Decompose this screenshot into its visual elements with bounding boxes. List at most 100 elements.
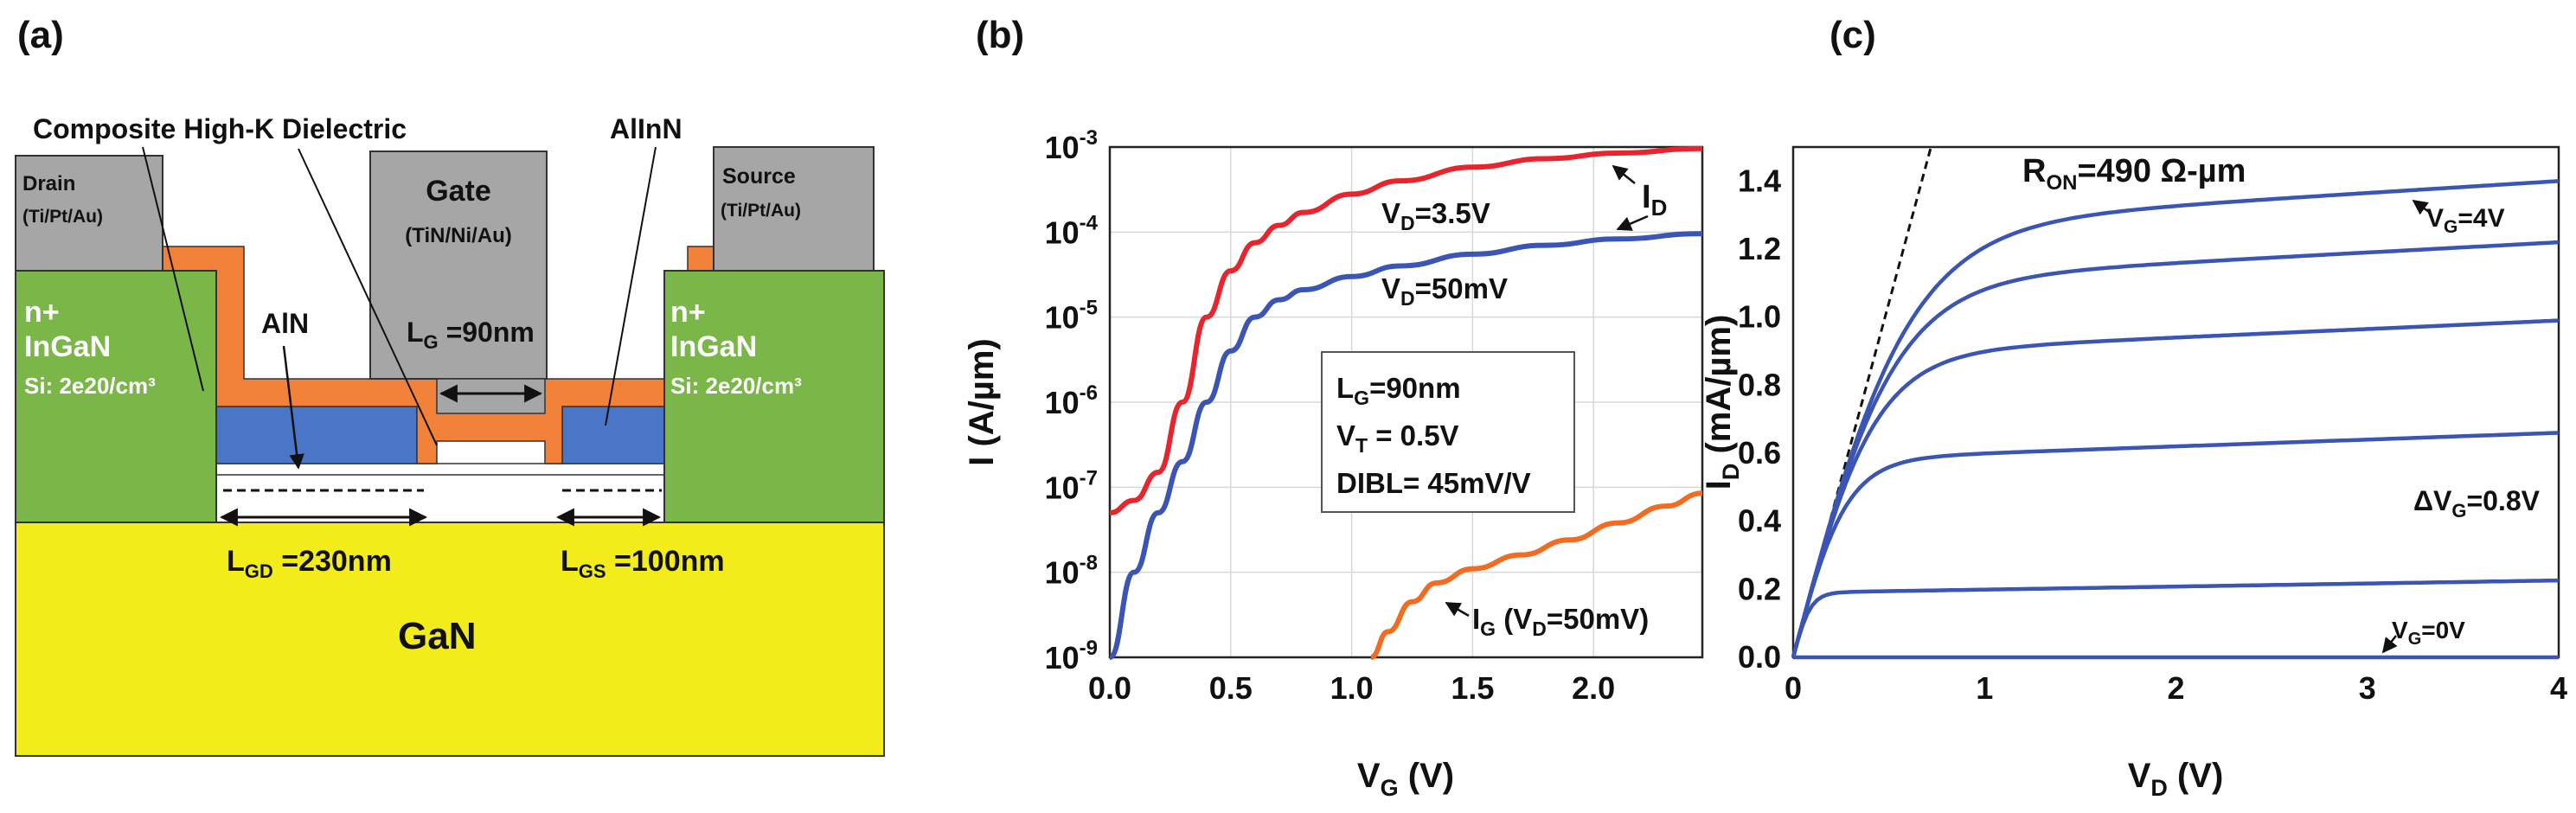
c-series-line-5 — [1791, 179, 2560, 658]
panel-b-label: (b) — [976, 14, 1024, 56]
panel-a-device-cross-section: (a) Composite High-K Dielectric AlInN Dr… — [15, 14, 885, 757]
alinn-label: AlInN — [610, 113, 682, 144]
gan-label: GaN — [398, 615, 476, 657]
c-y-tick-label: 1.0 — [1738, 299, 1781, 335]
b-series-line-1 — [1108, 231, 1703, 660]
c-ron-line-group — [1791, 146, 1932, 658]
b-y-tick-label: 10-9 — [1045, 637, 1098, 675]
gan-substrate — [15, 522, 885, 757]
b-y-axis-title: I (A/µm) — [963, 338, 1001, 465]
dielectric-pointer-1 — [142, 146, 204, 392]
b-y-tick-label: 10-8 — [1045, 552, 1098, 591]
b-box-vt: VT = 0.5V — [1336, 419, 1459, 457]
b-vd-low-label: VD=50mV — [1381, 272, 1508, 310]
c-x-tick-label: 2 — [2167, 670, 2184, 706]
drain-label: Drain — [22, 172, 75, 195]
c-x-tick-label: 3 — [2359, 670, 2376, 706]
b-y-tick-label: 10-7 — [1045, 466, 1098, 505]
c-y-tick-label: 0.8 — [1738, 367, 1781, 402]
left-doping-label: Si: 2e20/cm³ — [24, 373, 156, 399]
b-x-tick-label: 1.5 — [1451, 670, 1494, 706]
composite-dielectric-label: Composite High-K Dielectric — [33, 113, 407, 144]
b-x-ticks: 0.0 0.5 1.0 1.5 2.0 — [1088, 670, 1615, 706]
b-vd-high-label: VD=3.5V — [1381, 197, 1490, 234]
lgd-label: LGD =230nm — [227, 545, 392, 582]
c-x-axis-title: VD (V) — [2128, 757, 2224, 801]
b-y-tick-label: 10-6 — [1045, 381, 1098, 420]
source-label: Source — [722, 164, 796, 189]
b-series-line-0 — [1109, 145, 1703, 515]
alinn-pointer — [605, 146, 657, 426]
right-nplus-label: n+ — [670, 296, 706, 329]
lg-label: LG =90nm — [407, 317, 535, 353]
b-x-tick-label: 0.5 — [1209, 670, 1253, 706]
panel-a-label: (a) — [17, 14, 64, 56]
panel-c-output-chart: (c) 0.0 0.2 0.4 0.6 0.8 1.0 1.2 1.4 0 1 2 3 4 ID (m… — [1700, 14, 2567, 801]
gate-foot — [436, 378, 546, 414]
c-ron-line — [1791, 146, 1932, 658]
c-series-line-4 — [1791, 240, 2560, 658]
c-y-axis-title: ID (mA/µm) — [1700, 315, 1744, 490]
lgs-label: LGS =100nm — [561, 545, 725, 582]
b-y-tick-label: 10-4 — [1045, 211, 1099, 250]
b-box-lg: LG=90nm — [1336, 372, 1461, 409]
drain-metal-label: (Ti/Pt/Au) — [22, 207, 103, 227]
c-vg-top-label: VG=4V — [2426, 204, 2505, 237]
aln-layer — [215, 463, 667, 476]
source-metal-label: (Ti/Pt/Au) — [721, 201, 801, 221]
aln-label: AlN — [261, 308, 309, 339]
aln-pointer — [282, 345, 304, 470]
b-y-ticks: 10-9 10-8 10-7 10-6 10-5 10-4 10-3 — [1045, 126, 1099, 675]
c-x-tick-label: 4 — [2550, 670, 2567, 706]
panel-c-label: (c) — [1829, 14, 1876, 56]
gate-label: Gate — [426, 175, 491, 208]
c-ron-label: RON=490 Ω-µm — [2022, 153, 2246, 195]
c-y-ticks: 0.0 0.2 0.4 0.6 0.8 1.0 1.2 1.4 — [1738, 163, 1781, 675]
c-y-tick-label: 1.2 — [1738, 231, 1781, 266]
c-vg-top-pointer — [2412, 199, 2430, 215]
c-dvg-label: ΔVG=0.8V — [2413, 485, 2541, 522]
c-y-tick-label: 0.2 — [1738, 571, 1781, 606]
b-box-dibl: DIBL= 45mV/V — [1336, 467, 1531, 499]
ingan-right — [663, 270, 885, 523]
b-id-pointer-red — [1612, 164, 1636, 184]
dielectric-pointer-2 — [298, 148, 438, 446]
c-series-group — [1791, 179, 2560, 660]
ingan-left — [15, 270, 217, 523]
c-vg-zero-label: VG=0V — [2392, 617, 2465, 649]
b-series-line-2 — [1369, 490, 1703, 660]
panel-b-transfer-chart: (b) 10-9 10-8 10-7 10-6 10-5 10-4 10-3 0.0 0.5 1… — [963, 14, 1704, 801]
c-vg-zero-pointer — [2381, 635, 2398, 654]
b-series-group — [1108, 145, 1703, 660]
c-y-tick-label: 1.4 — [1738, 163, 1781, 198]
right-doping-label: Si: 2e20/cm³ — [670, 373, 802, 399]
c-series-line-2 — [1791, 431, 2560, 658]
b-x-axis-title: VG (V) — [1357, 757, 1454, 801]
c-y-tick-label: 0.4 — [1738, 503, 1781, 539]
b-y-tick-label: 10-3 — [1045, 126, 1098, 165]
source-contact — [713, 146, 875, 272]
c-x-ticks: 0 1 2 3 4 — [1785, 670, 2567, 706]
c-y-tick-label: 0.0 — [1738, 639, 1781, 675]
gate-metal-label: (TiN/Ni/Au) — [405, 224, 512, 247]
c-x-tick-label: 1 — [1976, 670, 1993, 706]
b-ig-pointer — [1445, 601, 1470, 618]
drain-contact — [15, 155, 163, 272]
c-series-line-1 — [1791, 578, 2560, 658]
b-x-tick-label: 1.0 — [1330, 670, 1374, 706]
b-ig-label: IG (VD=50mV) — [1472, 603, 1649, 640]
b-plot-frame — [1108, 145, 1704, 659]
b-y-tick-label: 10-5 — [1045, 297, 1098, 336]
b-id-pointer-blue — [1616, 214, 1649, 231]
b-param-box — [1321, 351, 1575, 513]
alinn-barrier-left — [215, 406, 418, 464]
gate-contact — [369, 150, 548, 380]
left-ingan-label: InGaN — [24, 330, 111, 363]
c-series-line-3 — [1791, 318, 2560, 658]
right-ingan-label: InGaN — [670, 330, 757, 363]
c-x-tick-label: 0 — [1785, 670, 1802, 706]
alinn-barrier-right — [561, 406, 665, 464]
c-y-tick-label: 0.6 — [1738, 435, 1781, 471]
b-x-tick-label: 0.0 — [1088, 670, 1131, 706]
